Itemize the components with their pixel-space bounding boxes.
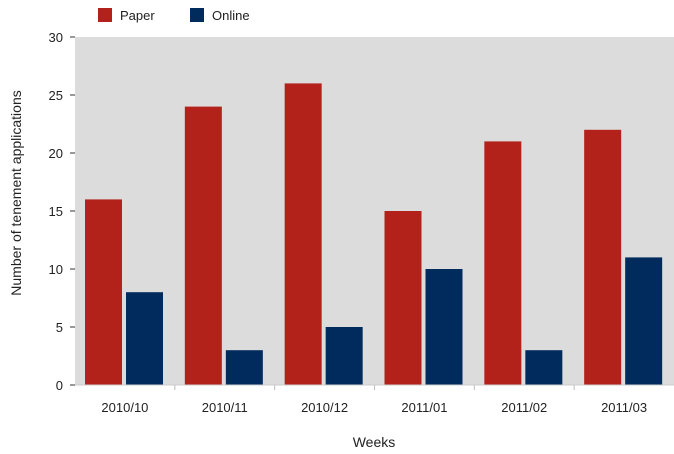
y-tick-label: 20 [49, 146, 63, 161]
bar-paper-2011-01 [384, 211, 422, 385]
bars-layer [85, 83, 663, 386]
x-axis-title: Weeks [353, 434, 396, 450]
bar-online-2011-03 [625, 257, 663, 385]
bar-online-2011-01 [425, 269, 463, 385]
x-tick-label: 2011/02 [501, 400, 547, 415]
x-tick-label: 2010/11 [202, 400, 248, 415]
legend: Paper Online [98, 8, 250, 23]
x-axis: 2010/10 2010/11 2010/12 2011/01 2011/02 2011/… [75, 384, 674, 415]
plot-background [75, 37, 674, 385]
bar-paper-2010-11 [184, 106, 222, 385]
y-tick-label: 10 [49, 262, 63, 277]
legend-swatch-paper [98, 8, 112, 22]
bar-paper-2010-10 [85, 199, 122, 385]
y-axis-title: Number of tenement applications [8, 90, 24, 295]
y-axis: 0 5 10 15 20 25 30 [49, 30, 75, 393]
bar-online-2011-02 [525, 350, 563, 385]
legend-label-paper: Paper [120, 8, 155, 23]
bar-online-2010-10 [126, 292, 163, 385]
bar-online-2010-12 [325, 327, 363, 385]
bar-online-2010-11 [225, 350, 263, 385]
y-tick-label: 25 [49, 88, 63, 103]
y-tick-label: 15 [49, 204, 63, 219]
legend-swatch-online [190, 8, 204, 22]
bar-paper-2011-02 [484, 141, 522, 385]
x-tick-label: 2010/10 [101, 400, 148, 415]
y-tick-label: 30 [49, 30, 63, 45]
bar-paper-2010-12 [284, 83, 322, 386]
x-tick-label: 2010/12 [301, 400, 348, 415]
legend-label-online: Online [212, 8, 250, 23]
bar-paper-2011-03 [584, 129, 622, 385]
x-tick-label: 2011/03 [601, 400, 647, 415]
y-tick-label: 5 [56, 320, 63, 335]
x-tick-label: 2011/01 [401, 400, 447, 415]
y-tick-label: 0 [56, 378, 63, 393]
